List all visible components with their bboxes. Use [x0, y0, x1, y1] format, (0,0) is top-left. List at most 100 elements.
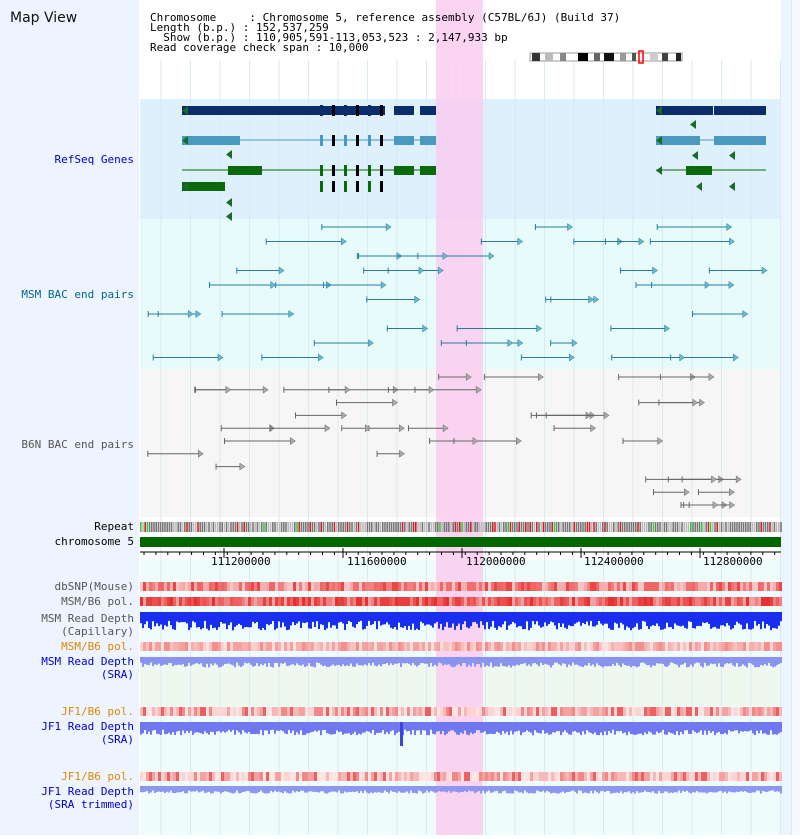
depth-bar — [450, 657, 452, 667]
heat-cell — [572, 582, 575, 591]
repeat-mark — [498, 522, 501, 532]
depth-bar — [196, 722, 198, 733]
heat-cell — [233, 707, 236, 716]
heat-cell — [473, 582, 476, 591]
depth-bar — [720, 612, 722, 626]
depth-bar — [678, 657, 680, 668]
heat-cell — [206, 707, 209, 716]
track-label-msm-bac[interactable]: MSM BAC end pairs — [21, 288, 134, 301]
depth-bar — [342, 722, 344, 735]
depth-bar — [564, 786, 566, 794]
track-label-msm-depth-cap-1[interactable]: MSM Read Depth — [41, 612, 134, 625]
repeat-mark — [698, 522, 701, 532]
scroll-strip[interactable] — [791, 0, 800, 835]
gene-exon-tick — [320, 181, 323, 192]
track-label-jf1-b6-pol-2[interactable]: JF1/B6 pol. — [61, 770, 134, 783]
heat-cell — [170, 772, 173, 781]
repeat-mark — [483, 522, 485, 532]
heat-cell — [212, 582, 215, 591]
track-label-b6n-bac[interactable]: B6N BAC end pairs — [21, 438, 134, 451]
depth-bar — [366, 786, 368, 793]
heat-cell — [584, 707, 587, 716]
depth-bar — [580, 657, 582, 667]
heat-cell — [542, 582, 545, 591]
depth-bar — [690, 722, 692, 734]
heat-cell — [239, 642, 242, 651]
repeat-mark — [714, 522, 716, 532]
depth-bar — [416, 612, 418, 629]
depth-bar — [764, 722, 766, 734]
heat-cell — [692, 582, 695, 591]
heat-cell — [179, 597, 182, 606]
repeat-mark — [423, 522, 426, 532]
depth-bar — [702, 722, 704, 735]
heat-cell — [527, 642, 530, 651]
heat-cell — [548, 642, 551, 651]
depth-bar — [566, 722, 568, 733]
depth-bar — [710, 722, 712, 733]
heat-cell — [146, 707, 149, 716]
depth-bar — [722, 612, 724, 626]
repeat-mark — [756, 522, 758, 532]
track-label-jf1-depth-trim-1[interactable]: JF1 Read Depth — [41, 785, 134, 798]
depth-bar — [228, 722, 230, 730]
track-label-msm-b6-pol[interactable]: MSM/B6 pol. — [61, 595, 134, 608]
depth-bar — [272, 786, 274, 793]
track-label-refseq[interactable]: RefSeq Genes — [54, 153, 134, 166]
depth-bar — [302, 722, 304, 736]
depth-bar — [328, 657, 330, 667]
depth-bar — [534, 612, 536, 625]
heat-cell — [347, 642, 350, 651]
heat-cell — [290, 707, 293, 716]
depth-bar — [322, 657, 324, 667]
heat-cell — [761, 772, 764, 781]
repeat-mark — [516, 522, 518, 532]
depth-bar — [500, 612, 502, 628]
depth-bar — [590, 612, 592, 621]
heat-cell — [350, 707, 353, 716]
heat-cell — [308, 707, 311, 716]
depth-bar — [310, 722, 312, 733]
depth-bar — [540, 722, 542, 734]
depth-bar — [332, 612, 334, 626]
depth-bar — [608, 722, 610, 732]
repeat-mark — [276, 522, 278, 532]
depth-bar — [624, 786, 626, 793]
depth-bar — [640, 786, 642, 793]
track-label-msm-b6-pol-2[interactable]: MSM/B6 pol. — [61, 640, 134, 653]
heat-cell — [512, 597, 515, 606]
heat-cell — [656, 772, 659, 781]
heat-cell — [398, 582, 401, 591]
depth-bar — [156, 612, 158, 624]
bac-end-arrow-icon — [278, 266, 285, 275]
depth-bar — [708, 612, 710, 624]
track-label-dbsnp[interactable]: dbSNP(Mouse) — [54, 580, 134, 593]
heat-cell — [422, 642, 425, 651]
depth-bar — [536, 612, 538, 622]
depth-bar — [260, 722, 262, 730]
depth-bar — [428, 612, 430, 625]
heat-cell — [617, 582, 620, 591]
depth-bar — [146, 722, 148, 734]
repeat-mark — [432, 522, 435, 532]
depth-bar — [416, 657, 418, 667]
track-label-repeat[interactable]: Repeat — [94, 520, 134, 533]
depth-bar — [696, 657, 698, 663]
track-label-msm-depth-sra-1[interactable]: MSM Read Depth — [41, 655, 134, 668]
heat-cell — [704, 642, 707, 651]
depth-bar — [430, 786, 432, 791]
repeat-mark — [441, 522, 443, 532]
depth-bar — [488, 657, 490, 667]
depth-bar — [512, 612, 514, 622]
heat-cell — [185, 772, 188, 781]
track-label-jf1-depth-sra-1[interactable]: JF1 Read Depth — [41, 720, 134, 733]
repeat-mark — [580, 522, 582, 532]
depth-bar — [404, 612, 406, 627]
depth-bar — [526, 722, 528, 731]
depth-bar — [340, 786, 342, 794]
depth-bar — [484, 722, 486, 732]
heat-cell — [446, 772, 449, 781]
depth-bar — [280, 786, 282, 793]
track-label-jf1-b6-pol[interactable]: JF1/B6 pol. — [61, 705, 134, 718]
repeat-mark — [258, 522, 261, 532]
